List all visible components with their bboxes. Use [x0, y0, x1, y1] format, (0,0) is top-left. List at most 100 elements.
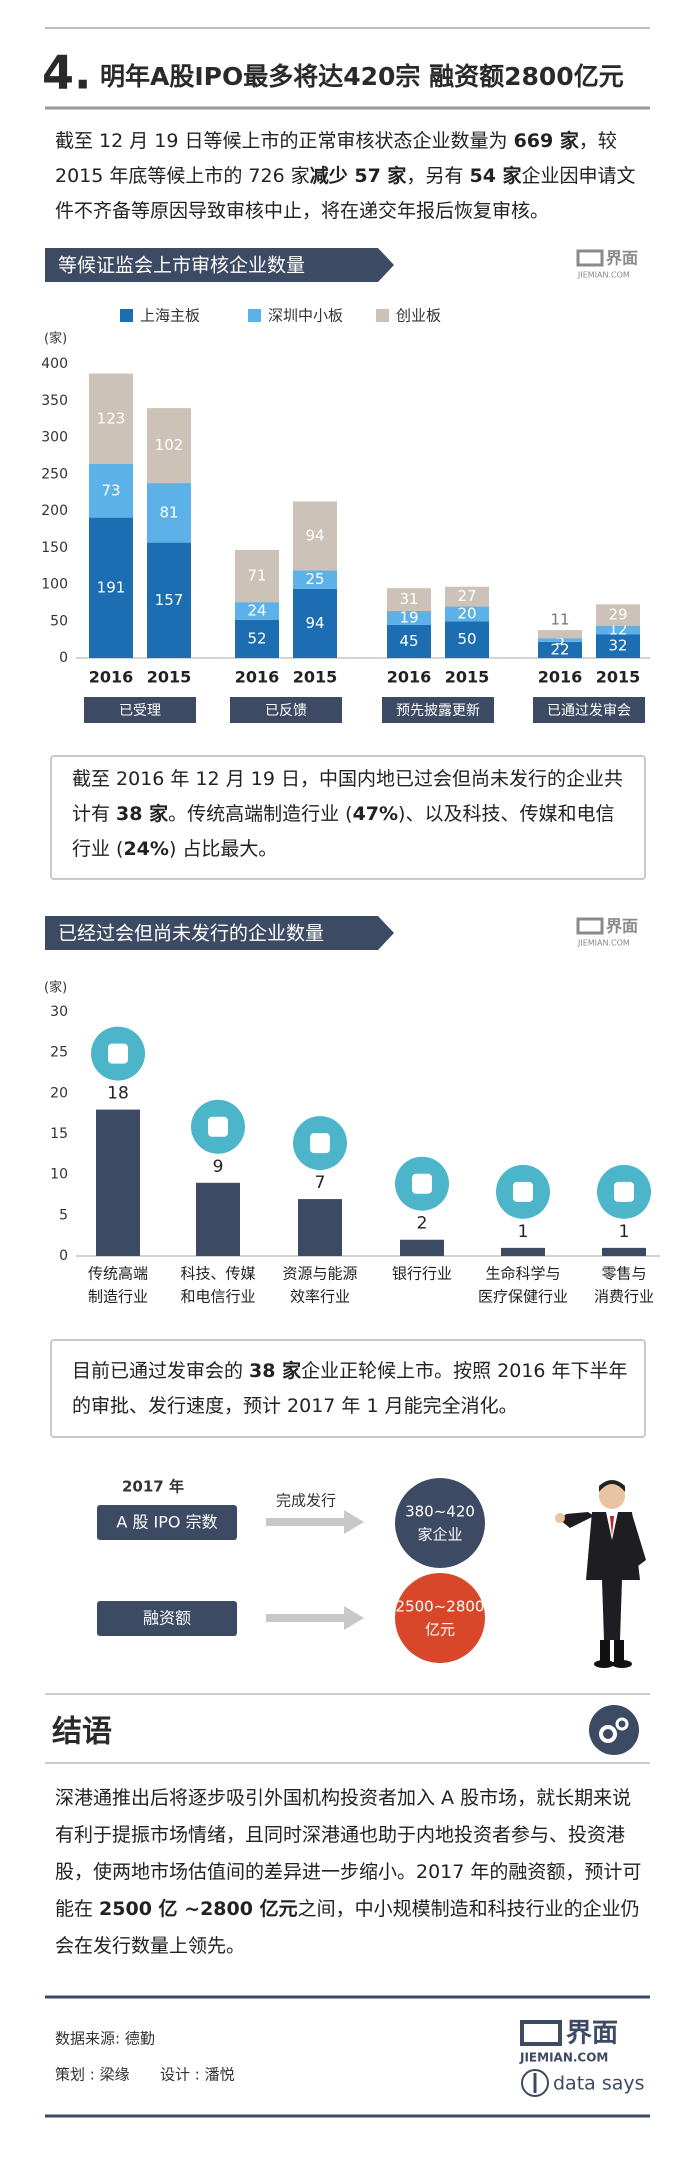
bar-segment: [538, 630, 582, 639]
planner: 策划 : 梁缘: [55, 2066, 130, 2084]
y-tick-label: 300: [41, 430, 68, 446]
text-segment: 38 家: [249, 1360, 302, 1382]
text-segment: )、以及科技、传媒和电信行业 (: [72, 803, 615, 860]
logo-name: 界面: [606, 917, 638, 936]
bar-segment: [147, 483, 191, 543]
value-label: 27: [457, 587, 476, 605]
bar-segment: [596, 604, 640, 626]
value-label: 29: [608, 606, 627, 624]
result-text: 380~420: [405, 1503, 475, 1521]
bar-segment: [538, 641, 582, 658]
bar: [96, 1109, 140, 1256]
bar-segment: [596, 625, 640, 635]
note-text: 截至 2016 年 12 月 19 日，中国内地已过会但尚未发行的企业共计有 3…: [72, 762, 632, 867]
y-tick-label: 150: [41, 540, 68, 556]
bar-segment: [89, 517, 133, 658]
industry-icon-glyph: [108, 1043, 128, 1064]
y-axis-label: (家): [44, 980, 67, 996]
result-text: 2500~2800: [396, 1598, 485, 1616]
value-label: 18: [107, 1084, 129, 1104]
x-tick-label: 2016: [538, 668, 583, 687]
intro-text: 截至 12 月 19 日等候上市的正常审核状态企业数量为 669 家，较 201…: [55, 124, 647, 229]
y-tick-label: 350: [41, 393, 68, 409]
value-label: 73: [101, 481, 120, 499]
person-illustration: [555, 1480, 646, 1668]
logo-name: 界面: [566, 2019, 618, 2049]
arrow-label: 完成发行: [276, 1492, 336, 1510]
x-tick-label: 2016: [235, 668, 280, 687]
y-tick-label: 5: [59, 1207, 68, 1223]
group-label: 预先披露更新: [396, 703, 480, 719]
brand: data says: [553, 2073, 645, 2095]
chart-title: 等候证监会上市审核企业数量: [58, 255, 305, 277]
page-title: 明年A股IPO最多将达420宗 融资额2800亿元: [100, 62, 624, 91]
y-tick-label: 25: [50, 1045, 68, 1061]
y-tick-label: 100: [41, 577, 68, 593]
result-text: 亿元: [425, 1621, 455, 1639]
bar-segment: [235, 619, 279, 658]
bar-segment: [89, 373, 133, 464]
bar: [602, 1247, 646, 1256]
industry-icon-glyph: [412, 1173, 432, 1194]
legend-label: 上海主板: [140, 307, 200, 325]
conclusion-title: 结语: [52, 1715, 112, 1750]
value-label: 52: [247, 629, 266, 647]
x-tick-label: 2016: [89, 668, 134, 687]
x-tick-label: 零售与: [601, 1265, 646, 1283]
result-circle: [395, 1478, 485, 1568]
designer: 设计 : 潘悦: [160, 2066, 235, 2084]
text-segment: 24%: [123, 838, 169, 860]
text-segment: 企业正轮候上市。按照 2016 年下半年的审批、发行速度，预计 2017 年 1…: [72, 1360, 628, 1417]
bar-segment: [445, 621, 489, 658]
result-text: 家企业: [417, 1526, 462, 1544]
value-label: 123: [97, 409, 126, 427]
bar-segment: [293, 588, 337, 658]
y-tick-label: 0: [59, 650, 68, 666]
text-segment: 深港通推出后将逐步吸引外国机构投资者加入 A 股市场，就长期来说有利于提振市场情…: [55, 1787, 642, 1920]
bar-segment: [147, 542, 191, 658]
value-label: 94: [305, 526, 324, 544]
value-label: 11: [550, 611, 569, 629]
bar-segment: [387, 624, 431, 658]
y-tick-label: 20: [50, 1085, 68, 1101]
flow-label: 融资额: [143, 1609, 191, 1628]
bar-segment: [387, 588, 431, 611]
bar: [196, 1182, 240, 1256]
bar-segment: [445, 586, 489, 607]
value-label: 71: [247, 567, 266, 585]
value-label: 1: [619, 1222, 630, 1242]
y-tick-label: 50: [50, 613, 68, 629]
text-segment: ，较 2015 年底等候上市的 726 家: [55, 130, 617, 187]
text-segment: 企业因申请文件不齐备等原因导致审核中止，将在递交年报后恢复审核。: [55, 165, 636, 222]
x-tick-label: 银行行业: [392, 1265, 452, 1283]
text-segment: 减少 57 家: [309, 165, 407, 187]
bar-segment: [235, 549, 279, 603]
group-label: 已通过发审会: [547, 703, 631, 719]
source: 数据来源: 德勤: [55, 2030, 155, 2048]
group-label: 已受理: [119, 703, 161, 719]
value-label: 94: [305, 614, 324, 632]
x-tick-label: 医疗保健行业: [478, 1288, 568, 1306]
bar-segment: [147, 408, 191, 484]
x-tick-label: 科技、传媒: [180, 1265, 255, 1283]
bar: [501, 1247, 545, 1256]
text-segment: ，另有: [406, 165, 470, 187]
legend-label: 深圳中小板: [268, 307, 343, 325]
industry-icon-glyph: [614, 1181, 634, 1202]
text-segment: 截至 12 月 19 日等候上市的正常审核状态企业数量为: [55, 130, 514, 152]
x-tick-label: 和电信行业: [180, 1288, 255, 1306]
section-number: 4.: [42, 46, 91, 100]
text-segment: 目前已通过发审会的: [72, 1360, 250, 1382]
text-segment: ) 占比最大。: [168, 838, 278, 860]
flow-label: A 股 IPO 宗数: [116, 1513, 217, 1532]
y-tick-label: 400: [41, 356, 68, 372]
logo-name: 界面: [606, 249, 638, 268]
legend-swatch: [376, 309, 389, 322]
legend-swatch: [248, 309, 261, 322]
value-label: 9: [213, 1157, 224, 1177]
text-segment: 38 家: [116, 803, 169, 825]
x-tick-label: 2015: [147, 668, 192, 687]
text-segment: 669 家: [513, 130, 579, 152]
